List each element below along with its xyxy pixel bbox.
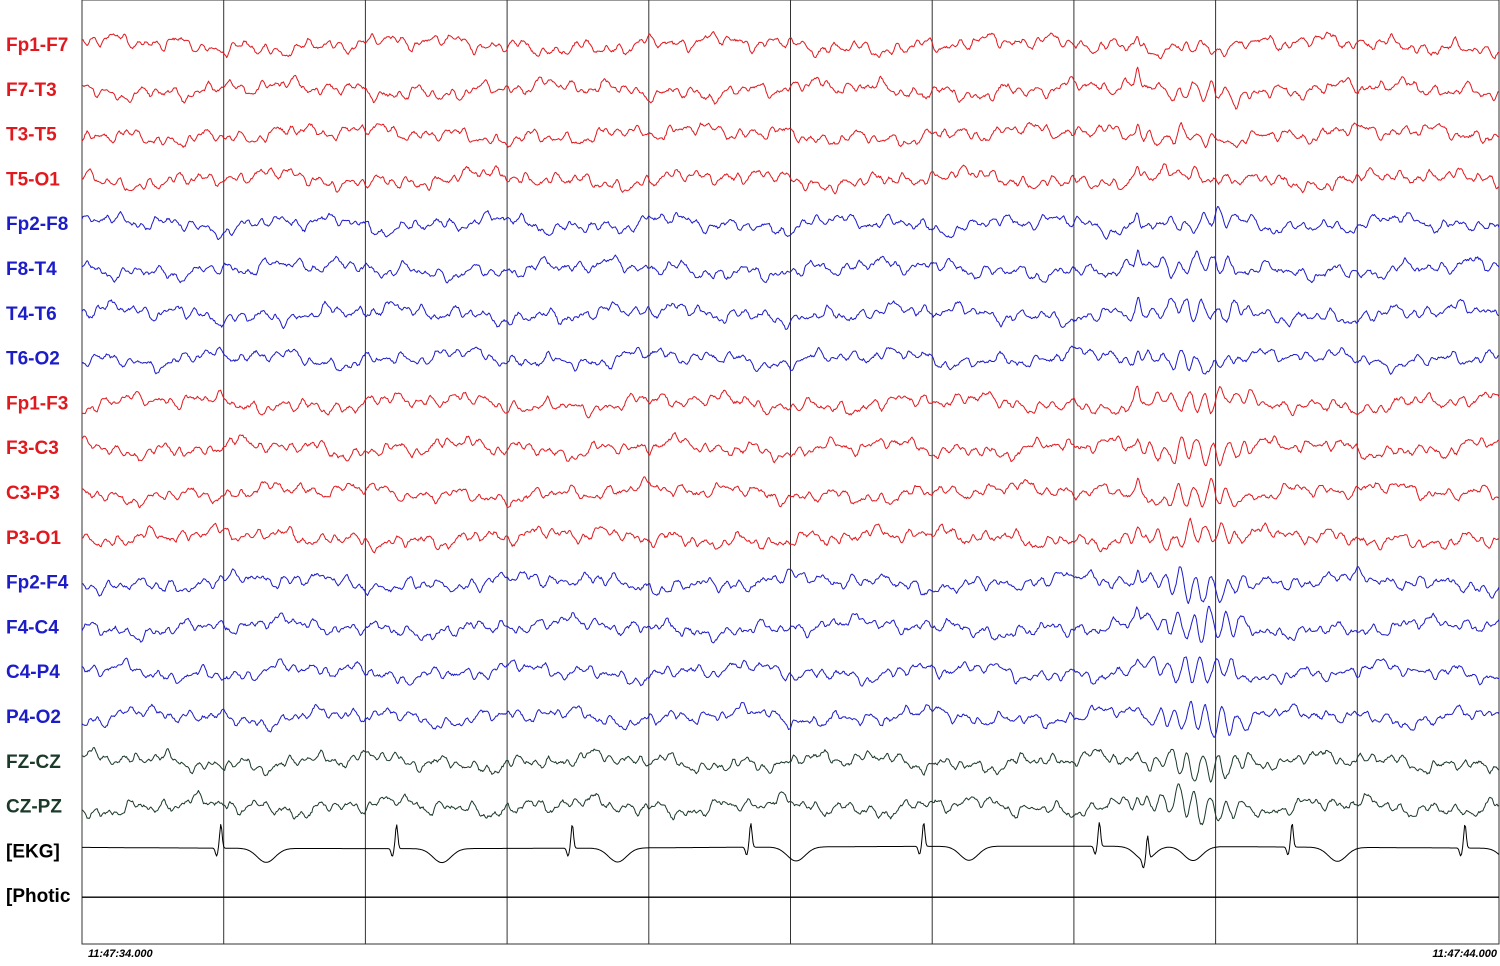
channel-label: P3-O1 [6,528,61,549]
eeg-trace [81,432,1499,467]
eeg-trace [81,566,1500,605]
eeg-trace [82,746,1500,783]
channel-label: T4-T6 [6,304,57,325]
channel-label: Fp1-F7 [6,35,68,56]
channel-label: C4-P4 [6,662,60,683]
channel-label: FZ-CZ [6,752,61,773]
eeg-trace [81,206,1500,240]
channel-label: [EKG] [6,841,60,862]
channel-label: F4-C4 [6,617,59,638]
channel-labels: Fp1-F7 F7-T3 T3-T5 T5-O1 Fp2-F8 F8-T4 T4-T6 T6-… [6,35,71,907]
channel-label: [Photic [6,886,71,907]
channel-label: P4-O2 [6,707,61,728]
eeg-trace [82,822,1500,869]
eeg-trace [81,163,1500,195]
channel-label: Fp2-F4 [6,573,69,594]
eeg-trace [81,249,1500,284]
channel-label: F3-C3 [6,438,59,459]
trace-group [81,31,1500,898]
eeg-trace [81,783,1500,826]
eeg-trace [81,517,1500,554]
eeg-trace [81,31,1500,60]
channel-label: C3-P3 [6,483,60,504]
channel-label: Fp2-F8 [6,214,68,235]
eeg-trace [81,655,1500,687]
channel-label: T6-O2 [6,349,60,370]
eeg-trace [81,385,1500,419]
eeg-trace [81,66,1500,110]
channel-label: Fp1-F3 [6,393,68,414]
time-gridlines [223,0,1358,944]
channel-label: T3-T5 [6,125,57,146]
eeg-trace [81,345,1500,375]
eeg-trace [81,296,1500,330]
channel-label: T5-O1 [6,169,60,190]
eeg-trace [81,121,1500,149]
eeg-trace [81,700,1500,738]
channel-label: CZ-PZ [6,797,62,818]
eeg-trace [81,476,1500,509]
channel-label: F7-T3 [6,80,57,101]
eeg-trace [81,605,1500,644]
channel-label: F8-T4 [6,259,57,280]
time-start-label: 11:47:34.000 [88,948,154,960]
time-end-label: 11:47:44.000 [1432,948,1498,960]
